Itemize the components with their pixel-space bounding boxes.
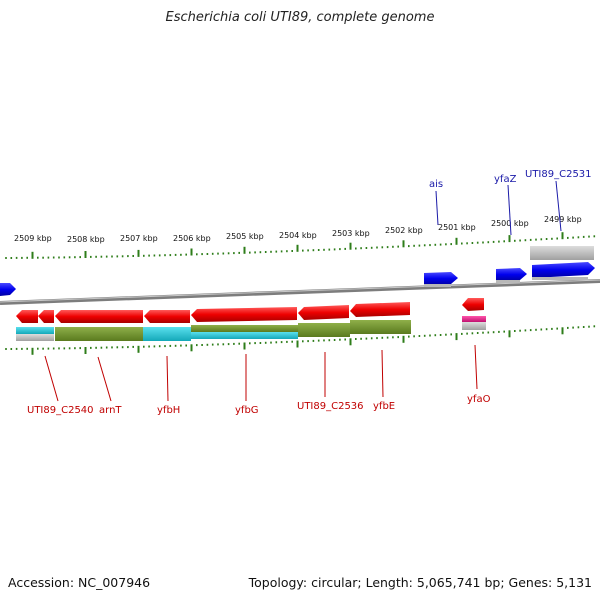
forward-gene-labels: ais yfaZ UTI89_C2531 <box>429 169 592 190</box>
scale-label: 2504 kbp <box>279 231 317 240</box>
genome-backbone-highlight <box>0 279 600 303</box>
reverse-gene-arrow-yfbH[interactable] <box>144 310 190 323</box>
accession-text: Accession: NC_007946 <box>8 575 151 590</box>
reverse-gene-arrow[interactable] <box>38 310 54 323</box>
forward-feature-shadow <box>424 284 451 287</box>
genome-summary-text: Topology: circular; Length: 5,065,741 bp… <box>248 575 592 590</box>
reverse-strand-features <box>16 298 486 341</box>
reverse-gene-arrow-yfbE[interactable] <box>350 302 410 317</box>
reverse-gene-arrow-arnT[interactable] <box>55 310 143 323</box>
gene-label-arnT[interactable]: arnT <box>99 405 122 416</box>
forward-gene-arrow-yfaZ[interactable] <box>496 268 527 281</box>
scale-label: 2506 kbp <box>173 234 211 243</box>
olive-feature <box>298 323 350 337</box>
reverse-gene-arrow-uti89-c2536[interactable] <box>298 305 349 320</box>
scale-label: 2501 kbp <box>438 223 476 232</box>
gene-label-uti89-c2540[interactable]: UTI89_C2540 <box>27 405 94 416</box>
scale-labels: 2509 kbp 2508 kbp 2507 kbp 2506 kbp 2505… <box>14 215 582 244</box>
cyan-feature <box>143 327 191 341</box>
scale-label: 2509 kbp <box>14 234 52 243</box>
reverse-gene-arrow-yfaO[interactable] <box>462 298 484 311</box>
lower-scale-ruler <box>5 325 596 355</box>
forward-label-leaders <box>435 180 562 236</box>
gene-label-uti89-c2531[interactable]: UTI89_C2531 <box>525 169 592 180</box>
scale-label: 2502 kbp <box>385 226 423 235</box>
cyan-feature <box>16 327 54 334</box>
reverse-gene-labels: UTI89_C2540 arnT yfbH yfbG UTI89_C2536 y… <box>27 394 491 416</box>
reverse-gene-arrow-yfbG[interactable] <box>191 307 297 322</box>
magenta-feature <box>462 316 486 322</box>
forward-feature-shadow <box>532 277 588 280</box>
gene-label-uti89-c2536[interactable]: UTI89_C2536 <box>297 401 364 412</box>
olive-feature <box>191 325 298 332</box>
olive-feature <box>55 327 143 341</box>
scale-label: 2505 kbp <box>226 232 264 241</box>
forward-strand-features <box>0 246 595 296</box>
scale-label: 2507 kbp <box>120 234 158 243</box>
reverse-label-leaders <box>44 344 478 402</box>
gene-label-ais[interactable]: ais <box>429 179 443 190</box>
genome-backbone <box>0 279 600 305</box>
gene-label-yfaO[interactable]: yfaO <box>467 394 491 405</box>
forward-gene-arrow[interactable] <box>0 283 16 296</box>
gene-label-yfbE[interactable]: yfbE <box>373 401 395 412</box>
gene-label-yfbG[interactable]: yfbG <box>235 405 259 416</box>
grey-feature <box>16 334 54 341</box>
forward-gene-arrow-uti89-c2531[interactable] <box>532 262 595 278</box>
map-title: Escherichia coli UTI89, complete genome <box>165 10 435 25</box>
forward-gene-arrow-ais[interactable] <box>424 272 458 285</box>
reverse-gene-arrow-uti89-c2540[interactable] <box>16 310 38 323</box>
gene-label-yfaZ[interactable]: yfaZ <box>494 174 517 185</box>
forward-feature-shadow <box>496 280 520 283</box>
grey-feature <box>530 246 594 260</box>
scale-label: 2508 kbp <box>67 235 105 244</box>
scale-label: 2503 kbp <box>332 229 370 238</box>
upper-scale-ruler <box>5 232 596 259</box>
cyan-feature <box>191 332 298 339</box>
gene-label-yfbH[interactable]: yfbH <box>157 405 180 416</box>
grey-feature <box>462 322 486 330</box>
scale-label: 2499 kbp <box>544 215 582 224</box>
olive-feature <box>350 320 411 334</box>
